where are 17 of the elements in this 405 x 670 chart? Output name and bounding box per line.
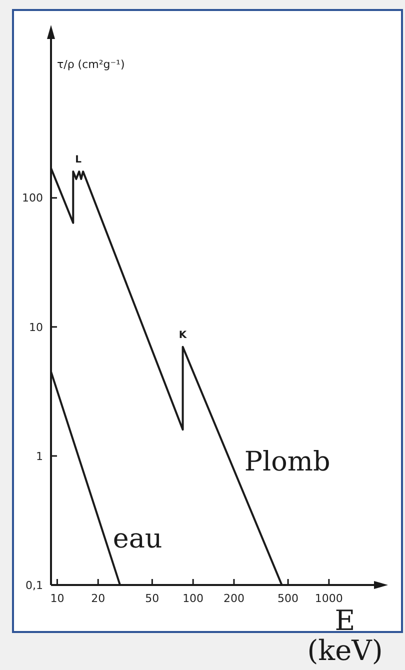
x-tick-label: 100 [182,592,204,605]
y-tick-label: 100 [22,192,43,205]
y-tick-label: 10 [29,320,43,334]
x-axis-title: E (keV) [306,604,384,667]
x-tick-label: 1000 [314,592,343,605]
y-axis-title: τ/ρ (cm²g⁻¹) [57,58,125,71]
x-tick-label: 50 [145,592,160,605]
x-tick-label: 200 [223,592,244,605]
x-tick-label: 10 [50,592,64,605]
y-tick-label: 0,1 [26,578,43,592]
x-tick-label: 500 [278,592,299,605]
annotation: K [178,330,188,341]
y-tick-label: 1 [36,450,43,463]
series-label: Plomb [244,446,330,478]
x-tick-label: 20 [91,592,106,605]
annotation: L [75,154,82,166]
series-label: eau [112,524,162,555]
